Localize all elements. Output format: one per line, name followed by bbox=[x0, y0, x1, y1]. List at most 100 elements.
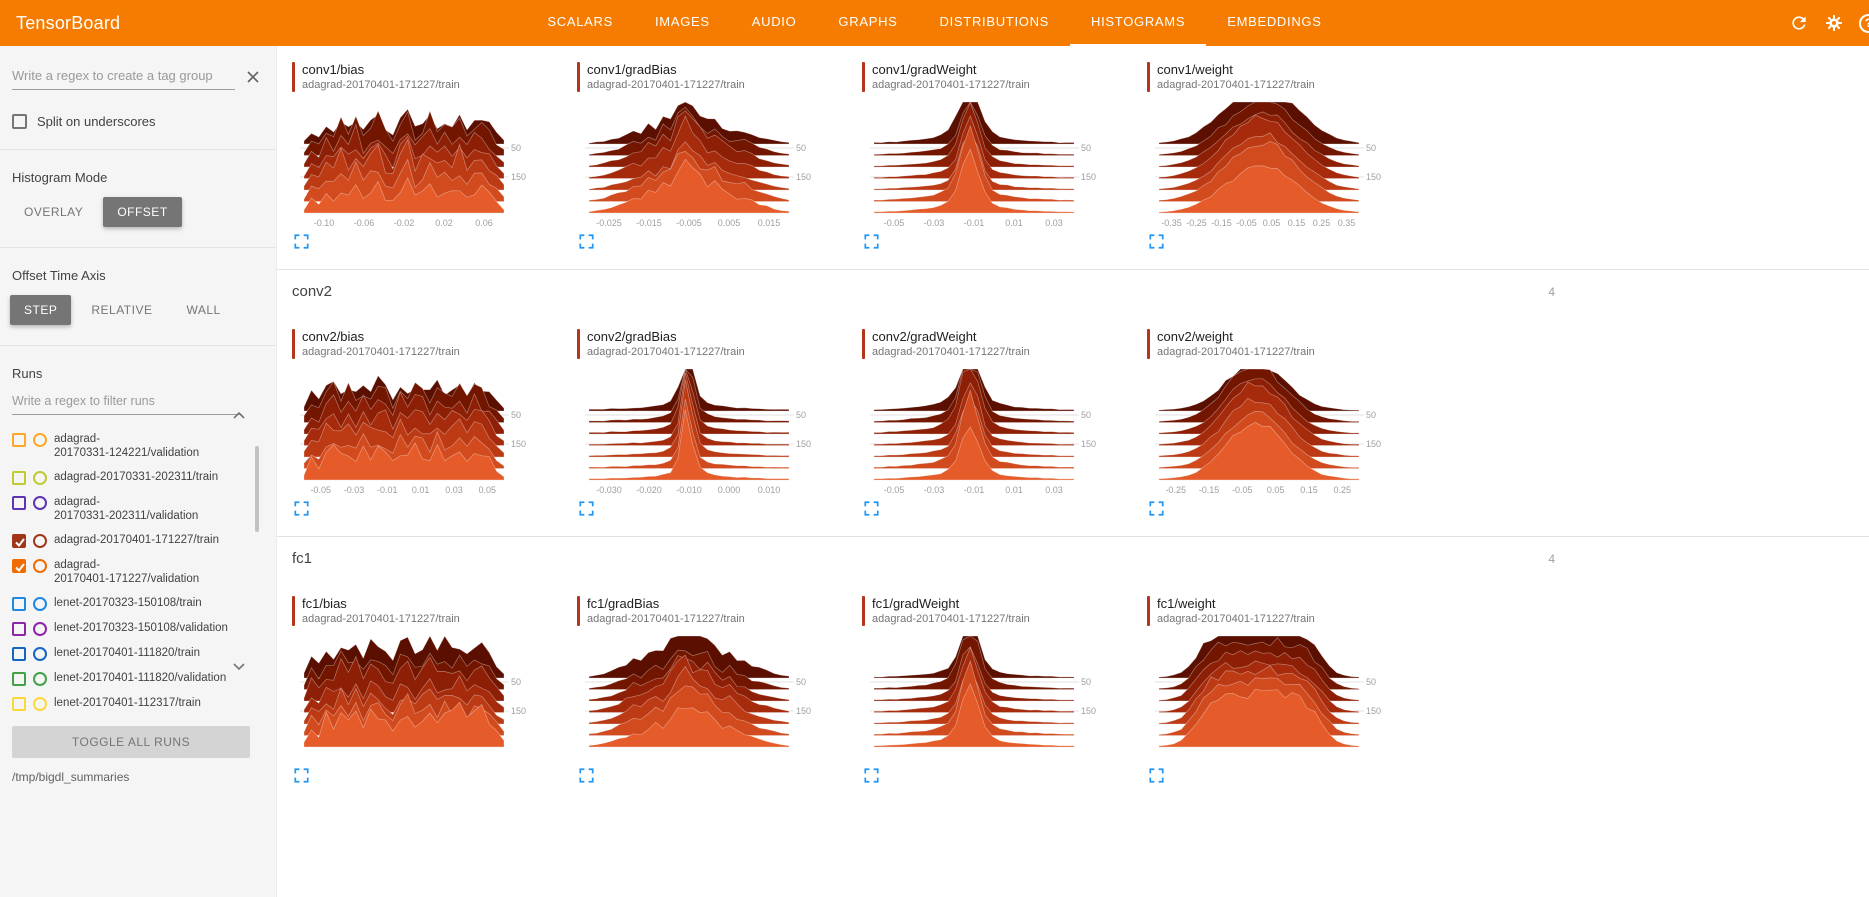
run-radio[interactable] bbox=[33, 471, 47, 485]
run-color-bar bbox=[292, 329, 295, 359]
run-list-scrollbar[interactable] bbox=[255, 446, 259, 532]
expand-icon[interactable] bbox=[864, 768, 879, 783]
histogram-mode-overlay-button[interactable]: OVERLAY bbox=[24, 205, 84, 219]
histogram-chart[interactable]: 50 150 -0.05 -0.03 -0.01 0.01 0.03 bbox=[862, 98, 1110, 232]
tab-graphs[interactable]: GRAPHS bbox=[838, 14, 898, 29]
run-name: lenet-20170401-112317/train bbox=[54, 697, 201, 709]
svg-text:150: 150 bbox=[1366, 439, 1381, 449]
expand-icon[interactable] bbox=[864, 501, 879, 516]
svg-text:-0.05: -0.05 bbox=[1232, 485, 1253, 495]
offset-axis-wall-button[interactable]: WALL bbox=[186, 303, 221, 317]
main-tabs: SCALARS IMAGES AUDIO GRAPHS DISTRIBUTIONS HIS… bbox=[0, 0, 1869, 46]
histogram-chart[interactable]: 50 150 -0.10 -0.06 -0.02 0.02 0.06 bbox=[292, 98, 540, 232]
tag-title: fc1/weight bbox=[1157, 596, 1216, 611]
close-icon[interactable] bbox=[245, 69, 261, 85]
svg-text:50: 50 bbox=[796, 143, 806, 153]
offset-axis-step-button[interactable]: STEP bbox=[10, 295, 72, 325]
expand-icon[interactable] bbox=[294, 768, 309, 783]
run-list-item[interactable]: lenet-20170323-150108/validation bbox=[12, 616, 256, 641]
split-underscores-checkbox[interactable] bbox=[12, 114, 27, 129]
svg-text:-0.01: -0.01 bbox=[377, 485, 398, 495]
histogram-card: conv2/bias adagrad-20170401-171227/train 5… bbox=[292, 329, 577, 516]
expand-icon[interactable] bbox=[294, 501, 309, 516]
run-list-item[interactable]: adagrad-20170401-171227/train bbox=[12, 528, 256, 553]
histogram-chart[interactable]: 50 150 -0.030 -0.020 -0.010 0.000 0.010 bbox=[577, 365, 825, 499]
expand-icon[interactable] bbox=[579, 501, 594, 516]
histogram-chart[interactable]: 50 150 bbox=[577, 632, 825, 766]
histogram-chart[interactable]: 50 150 bbox=[292, 632, 540, 766]
run-name: adagrad-20170401-171227/train bbox=[54, 534, 219, 546]
run-list-item[interactable]: lenet-20170401-112317/train bbox=[12, 691, 256, 716]
expand-icon[interactable] bbox=[294, 234, 309, 249]
svg-text:-0.35: -0.35 bbox=[1161, 218, 1182, 228]
offset-time-axis-buttons: STEP RELATIVE WALL bbox=[10, 295, 266, 325]
histogram-chart[interactable]: 50 150 bbox=[862, 632, 1110, 766]
run-list-item[interactable]: adagrad-20170331-202311/train bbox=[12, 465, 256, 490]
run-list-item[interactable]: adagrad- 20170401-171227/validation bbox=[12, 553, 256, 591]
run-checkbox[interactable] bbox=[12, 496, 26, 510]
expand-icon[interactable] bbox=[579, 234, 594, 249]
run-radio[interactable] bbox=[33, 647, 47, 661]
histogram-chart[interactable]: 50 150 -0.25 -0.15 -0.05 0.05 0.15 0.25 bbox=[1147, 365, 1395, 499]
tab-audio[interactable]: AUDIO bbox=[751, 14, 797, 29]
expand-icon[interactable] bbox=[1149, 234, 1164, 249]
help-icon[interactable] bbox=[1859, 13, 1869, 33]
run-radio[interactable] bbox=[33, 496, 47, 510]
run-radio[interactable] bbox=[33, 433, 47, 447]
tag-regex-input[interactable] bbox=[12, 62, 235, 90]
offset-axis-relative-button[interactable]: RELATIVE bbox=[91, 303, 153, 317]
card-row: fc1/bias adagrad-20170401-171227/train 50 1… bbox=[277, 580, 1869, 803]
run-radio[interactable] bbox=[33, 559, 47, 573]
run-list-item[interactable]: adagrad- 20170331-124221/validation bbox=[12, 427, 256, 465]
expand-icon[interactable] bbox=[579, 768, 594, 783]
toggle-all-runs-button[interactable]: TOGGLE ALL RUNS bbox=[12, 726, 250, 758]
histogram-chart[interactable]: 50 150 -0.35 -0.25 -0.15 -0.05 0.05 0.15 0.25 0.3… bbox=[1147, 98, 1395, 232]
scroll-down-icon[interactable] bbox=[232, 662, 246, 672]
tab-embeddings[interactable]: EMBEDDINGS bbox=[1227, 14, 1322, 29]
run-checkbox[interactable] bbox=[12, 471, 26, 485]
run-list-item[interactable]: lenet-20170323-150108/train bbox=[12, 591, 256, 616]
run-radio[interactable] bbox=[33, 697, 47, 711]
section-conv2: conv2 4 conv2/bias adagrad-20170401-171227/… bbox=[277, 269, 1869, 536]
section-title[interactable]: fc1 bbox=[292, 550, 313, 567]
tab-histograms[interactable]: HISTOGRAMS bbox=[1070, 0, 1206, 46]
run-checkbox[interactable] bbox=[12, 622, 26, 636]
run-list-item[interactable]: adagrad- 20170331-202311/validation bbox=[12, 490, 256, 528]
run-checkbox[interactable] bbox=[12, 672, 26, 686]
run-list-item[interactable]: lenet-20170401-111820/train bbox=[12, 641, 256, 666]
expand-icon[interactable] bbox=[1149, 501, 1164, 516]
run-checkbox[interactable] bbox=[12, 697, 26, 711]
run-radio[interactable] bbox=[33, 622, 47, 636]
scroll-up-icon[interactable] bbox=[232, 410, 246, 420]
settings-icon[interactable] bbox=[1824, 13, 1844, 33]
run-radio[interactable] bbox=[33, 672, 47, 686]
histogram-chart[interactable]: 50 150 bbox=[1147, 632, 1395, 766]
svg-text:0.05: 0.05 bbox=[479, 485, 497, 495]
run-checkbox[interactable] bbox=[12, 433, 26, 447]
header-icons bbox=[1789, 0, 1869, 46]
run-checkbox[interactable] bbox=[12, 647, 26, 661]
section-title[interactable]: conv2 bbox=[292, 283, 333, 300]
tab-scalars[interactable]: SCALARS bbox=[547, 14, 613, 29]
tab-images[interactable]: IMAGES bbox=[654, 14, 710, 29]
run-radio[interactable] bbox=[33, 597, 47, 611]
tab-distributions[interactable]: DISTRIBUTIONS bbox=[939, 14, 1050, 29]
run-list-item[interactable]: lenet-20170401-111820/validation bbox=[12, 666, 256, 691]
histogram-chart[interactable]: 50 150 -0.025 -0.015 -0.005 0.005 0.015 bbox=[577, 98, 825, 232]
refresh-icon[interactable] bbox=[1789, 13, 1809, 33]
expand-icon[interactable] bbox=[864, 234, 879, 249]
run-checkbox[interactable] bbox=[12, 559, 26, 573]
expand-icon[interactable] bbox=[1149, 768, 1164, 783]
svg-text:0.15: 0.15 bbox=[1300, 485, 1318, 495]
run-checkbox[interactable] bbox=[12, 534, 26, 548]
section-header: fc1 4 bbox=[277, 536, 1869, 580]
run-regex-input[interactable] bbox=[12, 389, 242, 415]
tag-title: conv2/weight bbox=[1157, 329, 1233, 344]
histogram-chart[interactable]: 50 150 -0.05 -0.03 -0.01 0.01 0.03 bbox=[862, 365, 1110, 499]
run-subtitle: adagrad-20170401-171227/train bbox=[587, 346, 745, 358]
run-checkbox[interactable] bbox=[12, 597, 26, 611]
tag-title: conv1/gradWeight bbox=[872, 62, 977, 77]
histogram-mode-offset-button[interactable]: OFFSET bbox=[103, 197, 182, 227]
run-radio[interactable] bbox=[33, 534, 47, 548]
histogram-chart[interactable]: 50 150 -0.05 -0.03 -0.01 0.01 0.03 0.05 bbox=[292, 365, 540, 499]
